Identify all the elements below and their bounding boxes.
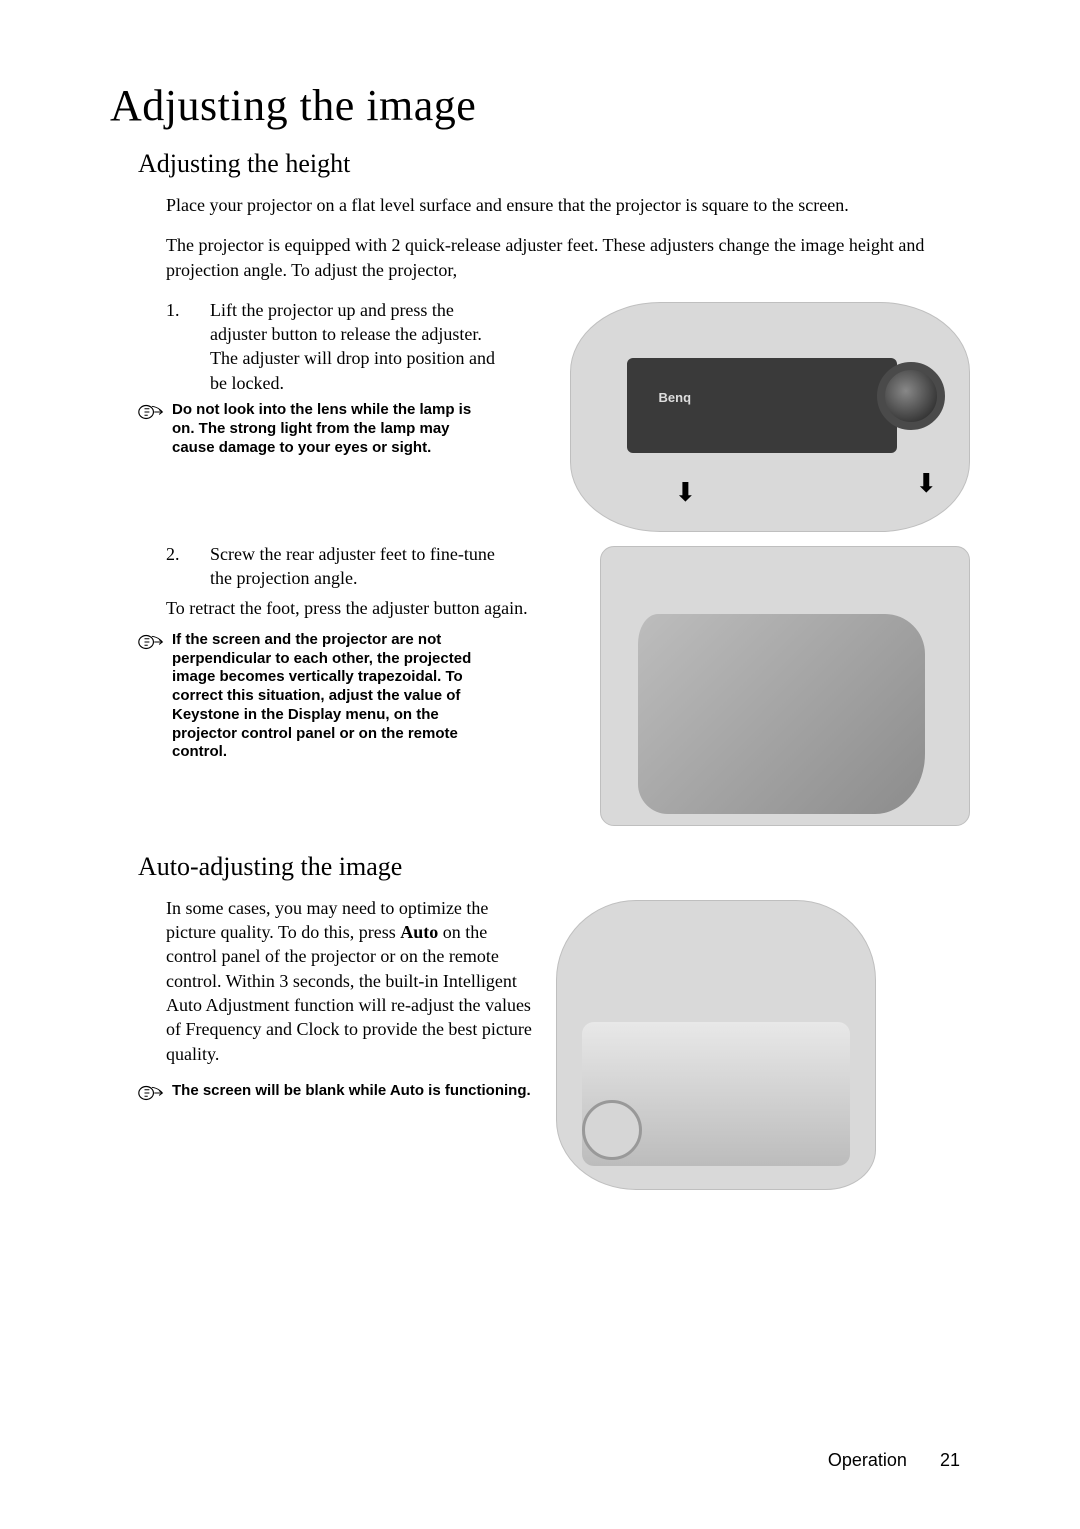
- list-body: Screw the rear adjuster feet to fine-tun…: [210, 542, 496, 591]
- note-icon: [138, 1084, 164, 1102]
- note: Do not look into the lens while the lamp…: [138, 401, 478, 457]
- footer-page-number: 21: [940, 1450, 960, 1470]
- section-title-auto: Auto-adjusting the image: [138, 852, 970, 882]
- note-icon: [138, 403, 164, 421]
- arrow-down-icon: ⬇: [915, 469, 937, 499]
- list-body: Lift the projector up and press the adju…: [210, 298, 496, 395]
- footer-section: Operation: [828, 1450, 907, 1470]
- list-number: 1.: [166, 298, 210, 395]
- list-item: 2. Screw the rear adjuster feet to fine-…: [166, 542, 496, 591]
- note-text: Do not look into the lens while the lamp…: [172, 401, 478, 457]
- figure-rear-adjuster: [600, 546, 970, 826]
- paragraph: Place your projector on a flat level sur…: [166, 193, 946, 217]
- figure-projector-feet: Benq ⬇ ⬇: [570, 302, 970, 532]
- paragraph: In some cases, you may need to optimize …: [166, 896, 540, 1066]
- arrow-down-icon: ⬇: [674, 478, 696, 508]
- note-text: The screen will be blank while Auto is f…: [172, 1082, 531, 1101]
- list-item: 1. Lift the projector up and press the a…: [166, 298, 496, 395]
- note-icon: [138, 633, 164, 651]
- list-number: 2.: [166, 542, 210, 591]
- page-footer: Operation 21: [828, 1450, 960, 1471]
- note: The screen will be blank while Auto is f…: [138, 1082, 540, 1102]
- figure-control-panel: [556, 900, 876, 1190]
- page-title: Adjusting the image: [110, 80, 970, 131]
- section-title-height: Adjusting the height: [138, 149, 970, 179]
- paragraph: To retract the foot, press the adjuster …: [166, 596, 546, 620]
- paragraph: The projector is equipped with 2 quick-r…: [166, 233, 946, 282]
- note-text: If the screen and the projector are not …: [172, 631, 478, 762]
- note: If the screen and the projector are not …: [138, 631, 478, 762]
- brand-logo: Benq: [659, 390, 692, 405]
